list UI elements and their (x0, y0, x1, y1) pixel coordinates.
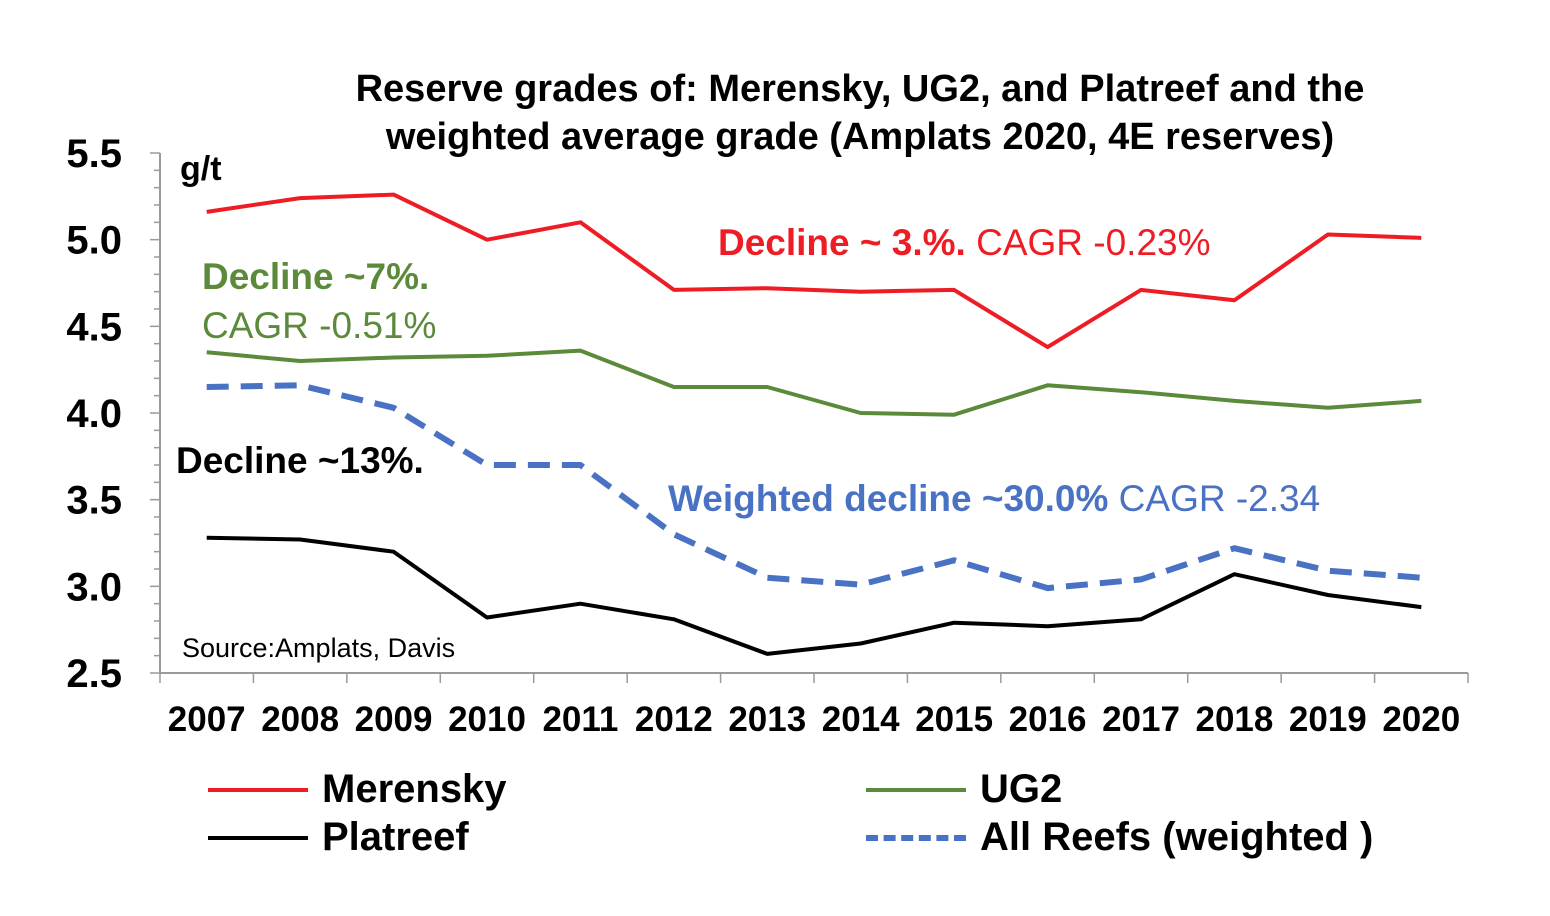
x-tick-label: 2008 (261, 700, 339, 739)
y-unit-label: g/t (180, 150, 222, 188)
x-tick-label: 2020 (1382, 700, 1460, 739)
legend-item-all-reefs: All Reefs (weighted ) (866, 815, 1373, 860)
merensky-annotation-bold: Decline ~ 3.%. (718, 222, 966, 263)
series-line-ug2 (206, 348, 1422, 417)
ug2-annotation-cagr: CAGR -0.51% (202, 305, 437, 346)
ug2-annotation-bold: Decline ~7%. (202, 256, 430, 297)
y-tick-label: 5.0 (66, 219, 122, 263)
x-tick-label: 2017 (1102, 700, 1180, 739)
merensky-annotation-cagr: CAGR -0.23% (965, 222, 1211, 263)
legend-swatch-merensky (208, 787, 308, 792)
x-tick-label: 2019 (1289, 700, 1367, 739)
x-tick-label: 2014 (822, 700, 900, 739)
x-tick-label: 2015 (915, 700, 993, 739)
weighted-annotation: Weighted decline ~30.0% CAGR -2.34 (668, 478, 1320, 520)
x-tick-label: 2016 (1009, 700, 1087, 739)
weighted-annotation-bold: Weighted decline ~30.0% (668, 478, 1109, 519)
platreef-annotation: Decline ~13%. (176, 440, 424, 481)
legend-item-merensky: Merensky (208, 767, 507, 812)
source-note: Source:Amplats, Davis (182, 633, 456, 663)
x-tick-label: 2007 (168, 700, 246, 739)
chart-title-line-1: Reserve grades of: Merensky, UG2, and Pl… (355, 68, 1365, 110)
x-tick-label: 2011 (542, 700, 618, 739)
y-tick-label: 4.0 (66, 392, 122, 436)
series-line-merensky (206, 192, 1422, 350)
merensky-annotation: Decline ~ 3.%. CAGR -0.23% (718, 222, 1211, 264)
x-tick-label: 2009 (355, 700, 433, 739)
weighted-annotation-cagr: CAGR -2.34 (1108, 478, 1321, 519)
x-tick-label: 2018 (1195, 700, 1273, 739)
legend-swatch-ug2 (866, 787, 966, 792)
legend-label-all-reefs: All Reefs (weighted ) (980, 815, 1374, 859)
x-tick-label: 2010 (448, 700, 526, 739)
legend-label-merensky: Merensky (322, 767, 507, 811)
series-line-all-reefs-weighted (206, 382, 1422, 592)
legend-label-ug2: UG2 (980, 767, 1063, 811)
legend-item-platreef: Platreef (208, 815, 469, 860)
y-tick-label: 5.5 (66, 132, 122, 176)
x-tick-label: 2012 (635, 700, 713, 739)
legend-item-ug2: UG2 (866, 767, 1062, 812)
legend-swatch-all-reefs (866, 834, 966, 841)
x-tick-label: 2013 (728, 700, 806, 739)
legend-swatch-platreef (208, 835, 308, 840)
y-tick-label: 4.5 (66, 305, 122, 349)
chart-title-line-2: weighted average grade (Amplats 2020, 4E… (385, 116, 1335, 158)
y-tick-label: 2.5 (66, 652, 122, 696)
series-line-platreef (206, 535, 1422, 656)
legend-label-platreef: Platreef (322, 815, 469, 859)
y-tick-label: 3.5 (66, 479, 122, 523)
y-tick-label: 3.0 (66, 565, 122, 609)
